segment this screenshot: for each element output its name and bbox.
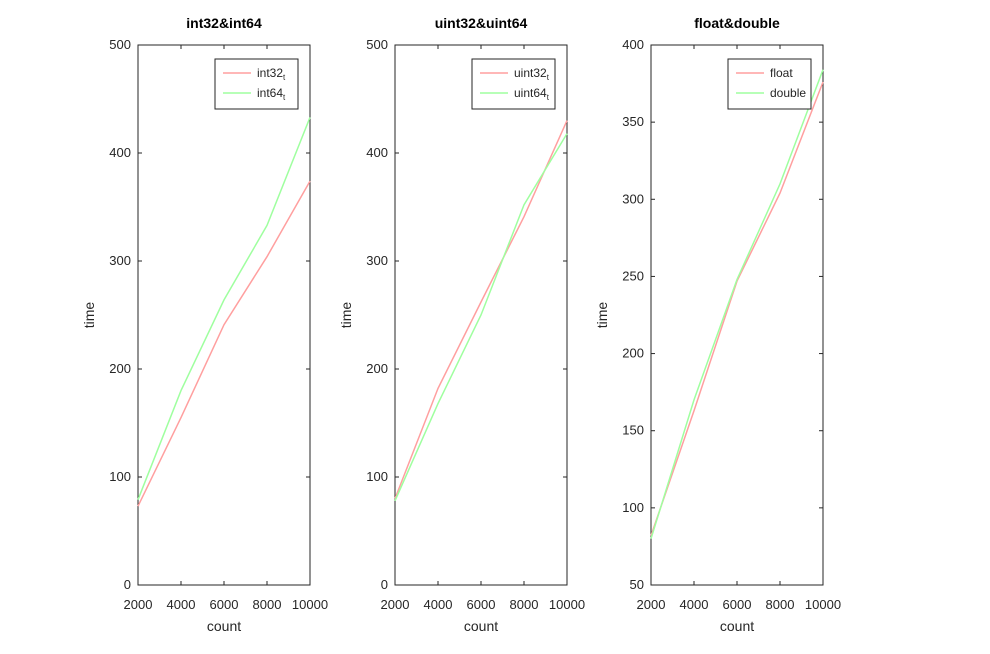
y-tick-label: 100 bbox=[366, 469, 388, 484]
x-tick-label: 4000 bbox=[167, 597, 196, 612]
chart-panel-2: 0 100 200 300 400 500 2000 4000 6000 8000 10000 uin… bbox=[338, 15, 585, 634]
y-tick-label: 500 bbox=[109, 37, 131, 52]
legend-entry-name: int64 bbox=[257, 86, 283, 100]
legend-entry: double bbox=[770, 86, 806, 100]
legend-entry: uint32t bbox=[514, 66, 550, 82]
legend-entry: int32t bbox=[257, 66, 286, 82]
y-tick-label: 200 bbox=[366, 361, 388, 376]
y-tick-label: 100 bbox=[622, 500, 644, 515]
legend-entry-name: int32 bbox=[257, 66, 283, 80]
y-axis-label: time bbox=[81, 302, 97, 329]
legend: float double bbox=[727, 58, 812, 110]
y-axis-label: time bbox=[594, 302, 610, 329]
y-axis-label: time bbox=[338, 302, 354, 329]
chart-title: int32&int64 bbox=[186, 15, 262, 31]
series-line-double bbox=[650, 69, 824, 539]
chart-title: float&double bbox=[694, 15, 780, 31]
legend-box bbox=[214, 58, 299, 110]
x-tick-label: 4000 bbox=[680, 597, 709, 612]
x-tick-label: 6000 bbox=[723, 597, 752, 612]
legend-entry: float bbox=[770, 66, 793, 80]
legend-box bbox=[727, 58, 812, 110]
y-tick-label: 300 bbox=[366, 253, 388, 268]
y-tick-label: 100 bbox=[109, 469, 131, 484]
chart-panel-1: 0 100 200 300 400 500 2000 4000 6000 8000 10000 int… bbox=[81, 15, 328, 634]
x-tick-label: 8000 bbox=[253, 597, 282, 612]
y-tick-label: 200 bbox=[109, 361, 131, 376]
y-tick-label: 350 bbox=[622, 114, 644, 129]
x-tick-label: 8000 bbox=[510, 597, 539, 612]
y-tick-label: 0 bbox=[124, 577, 131, 592]
x-tick-label: 6000 bbox=[467, 597, 496, 612]
y-tick-label: 300 bbox=[109, 253, 131, 268]
x-tick-label: 10000 bbox=[292, 597, 328, 612]
x-axis-label: count bbox=[720, 618, 754, 634]
y-tick-label: 500 bbox=[366, 37, 388, 52]
legend-box bbox=[471, 58, 556, 110]
legend-entry-subscript: t bbox=[283, 93, 286, 102]
legend-entry-name: float bbox=[770, 66, 793, 80]
legend-entry-name: double bbox=[770, 86, 806, 100]
legend-entry-subscript: t bbox=[547, 73, 550, 82]
axes-box bbox=[650, 44, 824, 586]
y-tick-label: 0 bbox=[381, 577, 388, 592]
legend-entry-name: uint64 bbox=[514, 86, 547, 100]
series-line-uint32 bbox=[394, 120, 568, 499]
y-tick-label: 50 bbox=[630, 577, 644, 592]
y-tick-label: 400 bbox=[366, 145, 388, 160]
x-tick-label: 4000 bbox=[424, 597, 453, 612]
legend-entry-name: uint32 bbox=[514, 66, 547, 80]
axes-box bbox=[137, 44, 311, 586]
x-tick-label: 2000 bbox=[637, 597, 666, 612]
series-line-int64 bbox=[137, 117, 311, 500]
y-tick-label: 400 bbox=[622, 37, 644, 52]
legend-entry: uint64t bbox=[514, 86, 550, 102]
y-tick-label: 400 bbox=[109, 145, 131, 160]
legend-entry-subscript: t bbox=[283, 73, 286, 82]
legend-entry: int64t bbox=[257, 86, 286, 102]
series-line-uint64 bbox=[394, 133, 568, 502]
y-tick-label: 250 bbox=[622, 268, 644, 283]
x-tick-label: 6000 bbox=[210, 597, 239, 612]
chart-panel-3: 50 100 150 200 250 300 350 400 2000 4000 6000 8000 1… bbox=[594, 15, 841, 634]
x-tick-label: 10000 bbox=[549, 597, 585, 612]
x-tick-label: 2000 bbox=[381, 597, 410, 612]
x-axis-label: count bbox=[464, 618, 498, 634]
y-tick-label: 200 bbox=[622, 346, 644, 361]
x-axis-label: count bbox=[207, 618, 241, 634]
series-line-float bbox=[650, 81, 824, 536]
chart-title: uint32&uint64 bbox=[435, 15, 528, 31]
y-tick-label: 300 bbox=[622, 191, 644, 206]
x-tick-label: 2000 bbox=[124, 597, 153, 612]
x-tick-label: 8000 bbox=[766, 597, 795, 612]
series-line-int32 bbox=[137, 180, 311, 507]
legend-entry-subscript: t bbox=[547, 93, 550, 102]
y-tick-label: 150 bbox=[622, 423, 644, 438]
x-tick-label: 10000 bbox=[805, 597, 841, 612]
